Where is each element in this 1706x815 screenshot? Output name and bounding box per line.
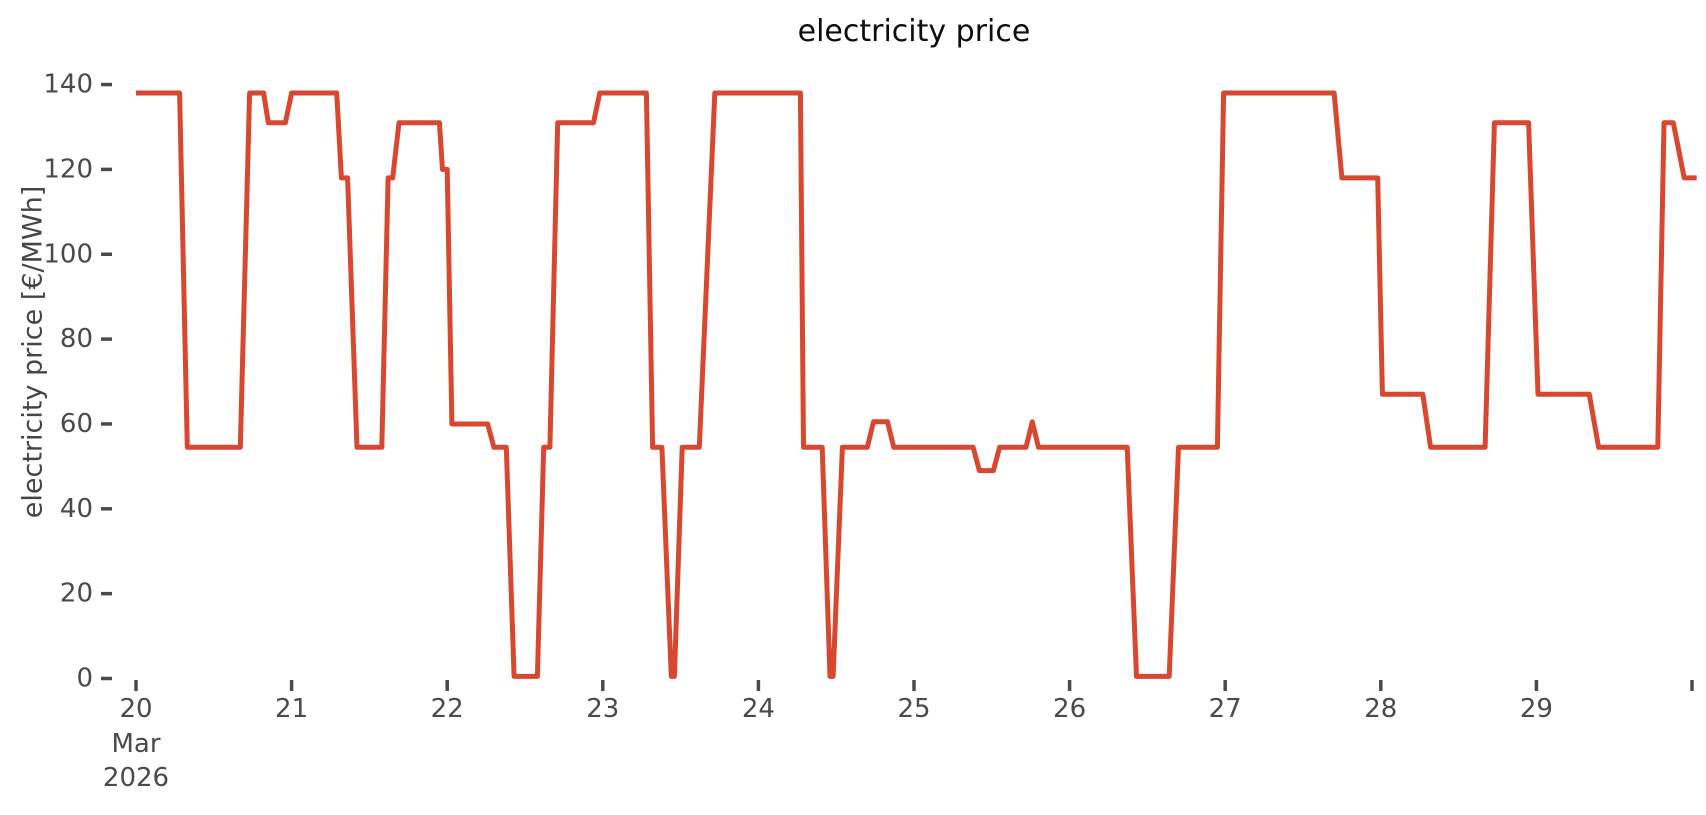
y-tick-label: 60 xyxy=(60,409,93,439)
x-tick-label: 22 xyxy=(431,694,464,724)
price-line-series xyxy=(136,90,1697,679)
y-tick-label: 140 xyxy=(43,70,93,100)
y-axis-ticks: 0 20 40 60 80 100 120 140 xyxy=(43,70,112,694)
x-tick-label: 21 xyxy=(275,694,308,724)
chart-title: electricity price xyxy=(797,14,1031,49)
y-tick-label: 40 xyxy=(60,494,93,524)
x-tick-label: 24 xyxy=(742,694,775,724)
y-tick-label: 0 xyxy=(76,664,93,694)
x-offset-year-label: 2026 xyxy=(103,763,169,793)
x-tick-label: 20 xyxy=(119,694,152,724)
x-tick-label: 27 xyxy=(1209,694,1242,724)
x-axis-ticks: 20 Mar 2026 21 22 23 24 25 26 27 28 29 xyxy=(103,680,1694,793)
x-tick-label: 29 xyxy=(1520,694,1553,724)
x-tick-label: 23 xyxy=(586,694,619,724)
x-tick-label: 26 xyxy=(1053,694,1086,724)
y-tick-label: 100 xyxy=(43,239,93,269)
y-tick-label: 20 xyxy=(60,579,93,609)
y-tick-label: 120 xyxy=(43,154,93,184)
x-offset-month-label: Mar xyxy=(111,729,160,759)
x-tick-label: 25 xyxy=(897,694,930,724)
y-tick-label: 80 xyxy=(60,324,93,354)
x-tick-label: 28 xyxy=(1364,694,1397,724)
